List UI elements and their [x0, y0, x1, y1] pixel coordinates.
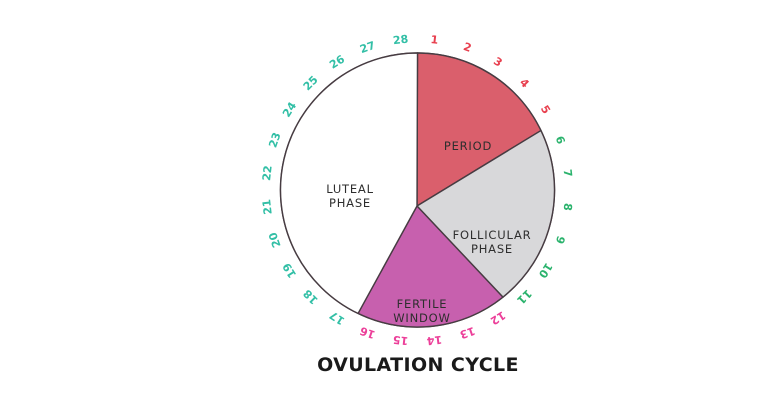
- pie-segment-follicular-phase: [416, 129, 556, 298]
- day-number-14: 14: [426, 333, 443, 348]
- day-number-10: 10: [536, 260, 555, 280]
- day-number-19: 19: [280, 260, 299, 280]
- day-number-8: 8: [561, 202, 575, 211]
- day-number-12: 12: [488, 308, 508, 327]
- day-number-4: 4: [517, 76, 532, 91]
- day-number-21: 21: [260, 199, 275, 216]
- segment-label-period: PERIOD: [444, 139, 492, 153]
- pie-segment-fertile-window: [357, 205, 504, 328]
- day-number-7: 7: [561, 169, 575, 178]
- pie-segment-luteal-phase: [279, 52, 419, 315]
- day-number-28: 28: [392, 33, 409, 48]
- day-number-13: 13: [458, 324, 477, 341]
- day-number-15: 15: [392, 333, 409, 348]
- day-number-20: 20: [266, 230, 283, 249]
- segment-label-luteal-phase: LUTEAL PHASE: [326, 182, 374, 210]
- chart-title: OVULATION CYCLE: [317, 354, 519, 376]
- day-number-25: 25: [301, 73, 321, 93]
- day-number-11: 11: [514, 287, 534, 307]
- day-number-26: 26: [327, 52, 347, 71]
- day-number-23: 23: [266, 131, 283, 150]
- segment-label-fertile-window: FERTILE WINDOW: [393, 297, 450, 325]
- day-number-5: 5: [538, 103, 553, 116]
- pie-segment-period: [416, 52, 542, 207]
- day-number-6: 6: [553, 134, 568, 146]
- day-number-1: 1: [430, 33, 439, 47]
- day-number-2: 2: [462, 40, 474, 55]
- day-number-16: 16: [358, 324, 377, 341]
- day-number-24: 24: [280, 99, 299, 119]
- day-number-9: 9: [553, 234, 568, 246]
- segment-label-follicular-phase: FOLLICULAR PHASE: [453, 228, 532, 256]
- day-number-18: 18: [301, 287, 321, 307]
- day-number-27: 27: [358, 39, 377, 56]
- day-number-17: 17: [327, 308, 347, 327]
- day-number-3: 3: [491, 55, 504, 70]
- day-number-22: 22: [260, 165, 275, 182]
